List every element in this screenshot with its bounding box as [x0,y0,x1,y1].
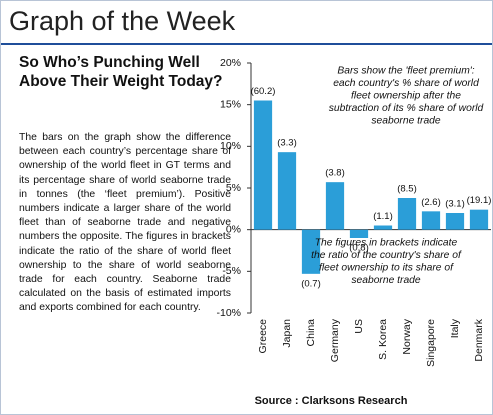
y-tick-label: 10% [220,140,241,152]
bracket-label: (0.8) [349,243,369,254]
y-tick-label: 20% [220,57,241,69]
annotation: Bars show the 'fleet premium': [337,66,474,77]
annotation: subtraction of its % share of world [329,103,484,114]
annotation: seaborne trade [351,275,421,286]
bracket-label: (0.7) [301,278,321,289]
x-tick-label: Denmark [473,318,485,361]
bracket-label: (3.8) [325,168,345,179]
x-tick-label: Italy [449,318,461,338]
bar [397,198,417,230]
article-body: The bars on the graph show the differenc… [19,132,231,314]
y-tick-label: -5% [222,265,241,277]
bar [373,225,393,230]
x-tick-label: China [305,319,317,347]
x-tick-label: Singapore [425,319,437,367]
title-rule [1,43,492,45]
annotation: seaborne trade [371,116,441,127]
x-tick-label: S. Korea [377,319,389,360]
annotation: The figures in brackets indicate [315,238,458,249]
bar [445,213,465,230]
x-tick-label: Japan [281,319,293,348]
annotation: each country's % share of world [333,78,479,89]
bar [349,229,369,238]
bracket-label: (1.1) [373,211,393,222]
bar [325,182,345,230]
y-tick-label: 0% [226,223,241,235]
annotation: fleet ownership to its share of [319,263,454,274]
y-tick-label: -10% [216,307,241,319]
bracket-label: (2.6) [421,197,441,208]
x-tick-label: US [353,319,365,334]
article-heading: So Who’s Punching Well Above Their Weigh… [19,54,223,90]
x-tick-label: Germany [329,318,341,362]
bar [421,211,441,230]
source: Source : Clarksons Research [255,395,408,407]
page-title: Graph of the Week [9,6,236,36]
bracket-label: (3.3) [277,138,297,149]
x-tick-label: Norway [401,318,413,354]
bracket-label: (3.1) [445,199,465,210]
bar [469,209,489,230]
y-tick-label: 15% [220,98,241,110]
bar [301,229,321,274]
bracket-label: (8.5) [397,184,417,195]
x-tick-label: Greece [257,319,269,354]
bracket-label: (60.2) [251,86,276,97]
annotation: the ratio of the country's share of [311,250,462,261]
annotation: fleet ownership after the [351,91,461,102]
y-tick-label: 5% [226,182,241,194]
bar [277,152,297,230]
bracket-label: (19.1) [467,195,492,206]
bar [253,100,273,230]
